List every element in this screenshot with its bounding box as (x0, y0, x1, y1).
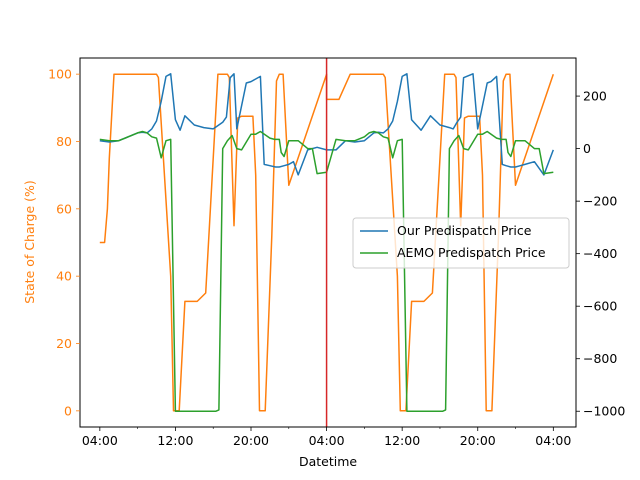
y-axis-left-label: State of Charge (%) (22, 180, 37, 304)
x-tick-label: 20:00 (233, 433, 269, 448)
x-tick-label: 04:00 (535, 433, 571, 448)
y-right-tick-label: −200 (583, 194, 617, 209)
legend-box (352, 217, 570, 269)
y-right-tick-label: 200 (583, 89, 607, 104)
y-axis-left: 0 20 40 60 80 100 (48, 67, 80, 418)
y-right-tick-label: −800 (583, 351, 617, 366)
legend: Our Predispatch Price AEMO Predispatch P… (352, 217, 570, 269)
y-right-tick-label: 0 (583, 141, 591, 156)
y-left-tick-label: 20 (56, 336, 72, 351)
legend-label-aemo-price: AEMO Predispatch Price (397, 245, 546, 260)
x-tick-label: 04:00 (309, 433, 345, 448)
legend-label-our-price: Our Predispatch Price (397, 223, 532, 238)
y-right-tick-label: −600 (583, 299, 617, 314)
y-axis-right: −1000 −800 −600 −400 −200 0 200 (576, 89, 625, 419)
x-tick-label: 20:00 (460, 433, 496, 448)
x-tick-label: 12:00 (384, 433, 420, 448)
y-left-tick-label: 0 (64, 403, 72, 418)
y-right-tick-label: −1000 (583, 404, 625, 419)
y-left-tick-label: 80 (56, 134, 72, 149)
x-tick-label: 04:00 (82, 433, 118, 448)
y-left-tick-label: 60 (56, 201, 72, 216)
y-left-tick-label: 100 (48, 67, 72, 82)
plot-frame (79, 57, 577, 428)
x-tick-label: 12:00 (157, 433, 193, 448)
y-right-tick-label: −400 (583, 246, 617, 261)
y-left-tick-label: 40 (56, 269, 72, 284)
x-axis: 04:00 12:00 20:00 04:00 12:00 20:00 04:00 (82, 427, 571, 448)
x-axis-label: Datetime (299, 454, 357, 469)
